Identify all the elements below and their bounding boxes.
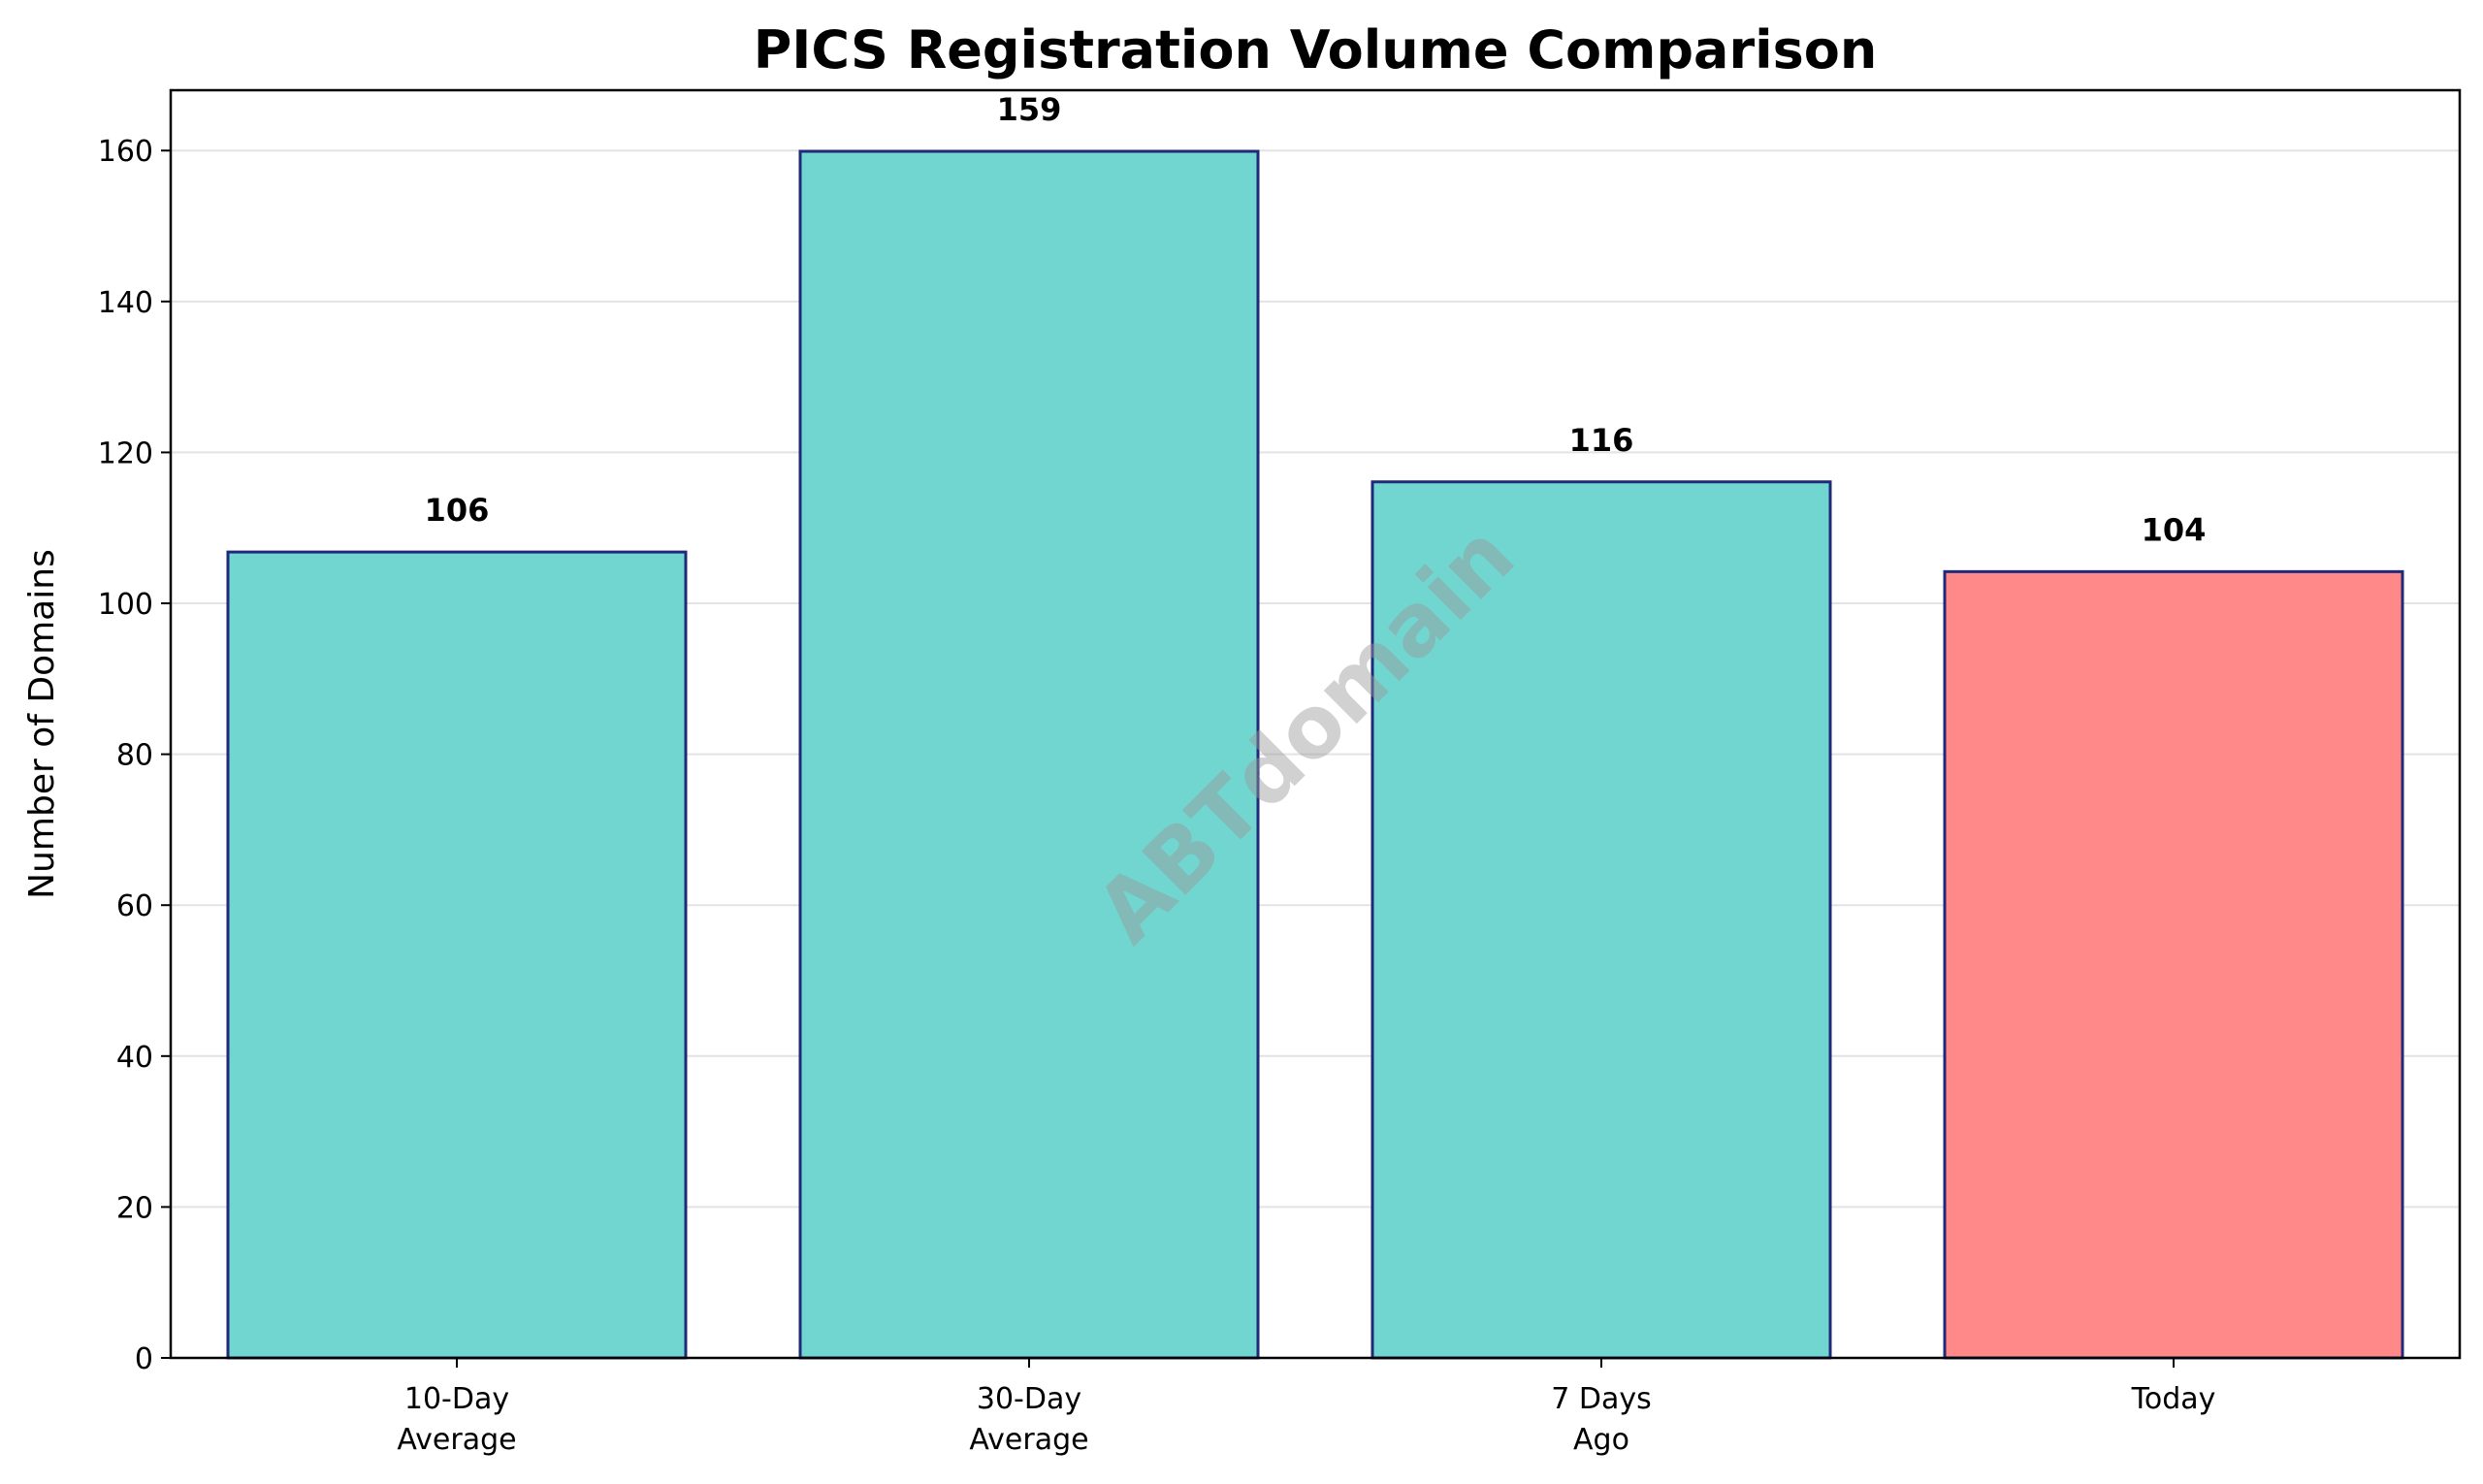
bar-2 [1370,480,1832,1360]
y-axis-label: Number of Domains [22,549,62,899]
x-tick-label: 7 Days [1551,1382,1652,1416]
chart-title: PICS Registration Volume Comparison [754,19,1878,81]
x-tick-label: 10-Day [404,1382,509,1416]
bar-1 [798,149,1260,1360]
axis-layer: 0 20 40 60 80 100 120 140 160 10-Day Average 30-Day… [98,135,2216,1457]
x-tick-label: Average [397,1423,516,1457]
x-tick-label: Ago [1573,1423,1629,1457]
value-label-layer: 106 159 116 104 [425,91,2207,548]
x-tick-label: Average [969,1423,1088,1457]
bar-value-label: 159 [997,91,1062,128]
bar-value-label: 104 [2142,511,2207,548]
y-tick-label: 40 [116,1041,153,1075]
bar-0 [226,550,688,1360]
y-tick-label: 80 [116,739,153,773]
y-tick-label: 140 [98,286,153,320]
bar-value-label: 106 [425,492,490,529]
y-tick-label: 120 [98,436,153,470]
bar-3 [1943,569,2404,1360]
y-tick-label: 160 [98,135,153,169]
y-tick-label: 60 [116,889,153,923]
x-tick-label: 30-Day [977,1382,1081,1416]
y-tick-label: 20 [116,1191,153,1225]
y-tick-label: 100 [98,588,153,622]
bar-layer [226,149,2404,1360]
y-tick-label: 0 [135,1342,153,1376]
bar-value-label: 116 [1569,422,1634,459]
plot-frame [169,88,2462,1360]
x-tick-label: Today [2131,1382,2216,1416]
